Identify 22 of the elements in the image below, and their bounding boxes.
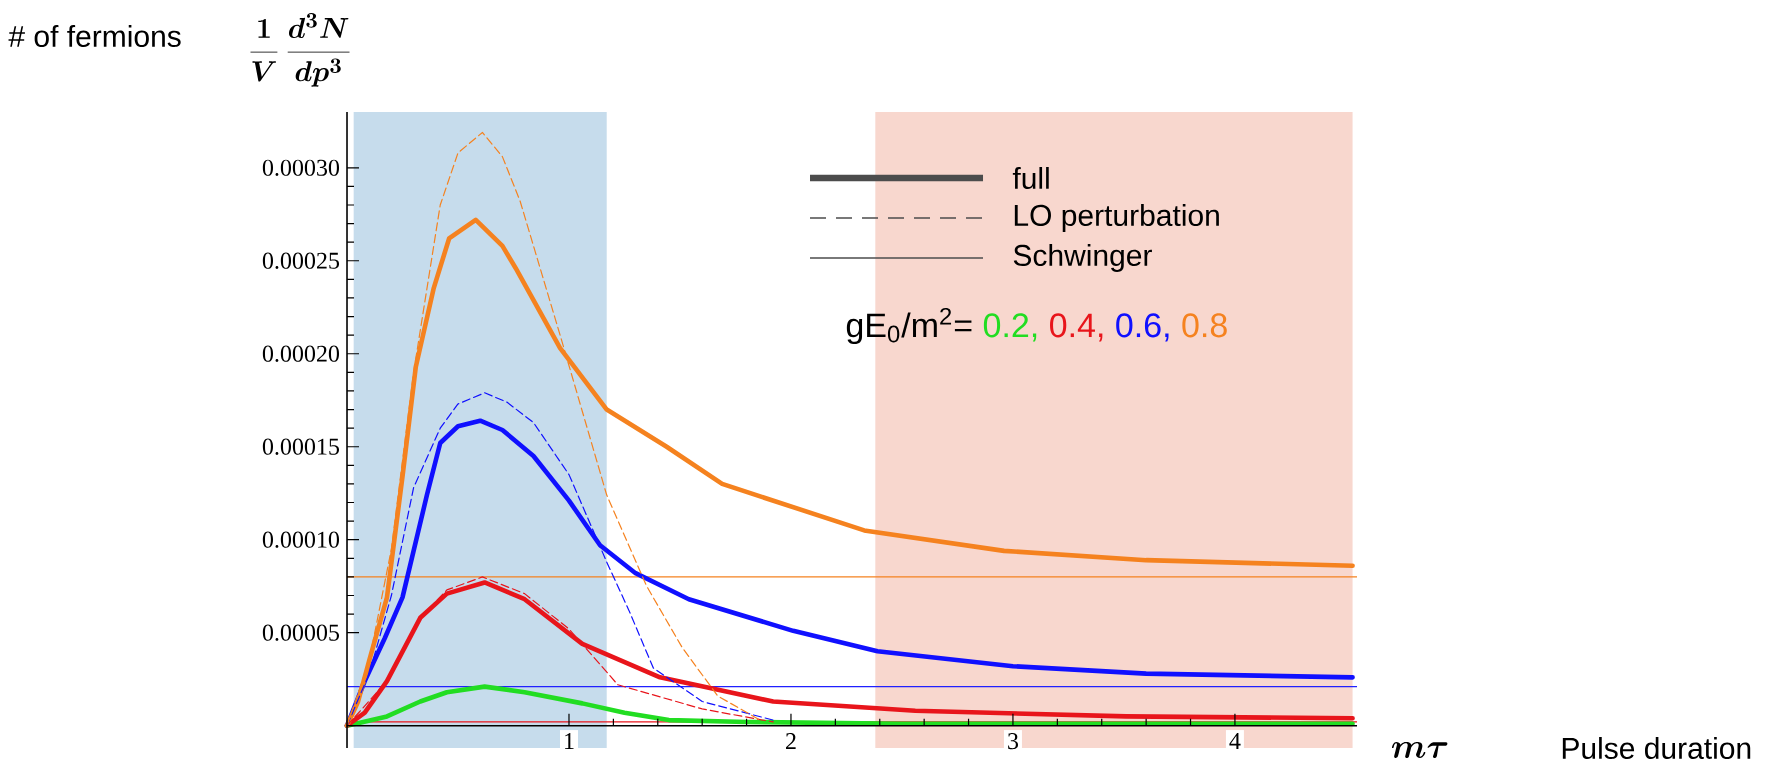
text: 0.4,: [1050, 313, 1103, 342]
text: 0.6,: [1116, 313, 1169, 342]
text: $\frac{1}{V}\,\frac{d^{3}N}{dp^{3}}$: [250, 13, 350, 87]
annotation: LO perturbation: [1014, 204, 1219, 232]
x-tick-label: 1: [565, 733, 574, 749]
y-tick-label: 0.00010: [262, 531, 340, 548]
text: 0.8: [1182, 313, 1227, 338]
text: 0.2,: [983, 313, 1037, 342]
annotation: Schwinger: [1013, 244, 1152, 272]
text: $m\tau$: [1391, 742, 1448, 759]
annotation: full: [1012, 166, 1049, 189]
y-tick-label: 0.00015: [262, 438, 340, 455]
y-tick-label: 0.00030: [262, 159, 340, 176]
legend-title: gE$_{0}$/m$^{2}$=: [846, 307, 972, 345]
x-tick-label: 2: [786, 733, 796, 749]
y-tick-label: 0.00025: [262, 252, 340, 269]
x-tick-label: 4: [1229, 733, 1241, 749]
x-tick-label: 3: [1008, 733, 1019, 750]
y-axis-title: # of fermions: [8, 24, 181, 47]
text: Pulse duration: [1562, 736, 1751, 759]
y-tick-label: 0.00005: [262, 624, 340, 641]
y-tick-label: 0.00020: [262, 345, 340, 362]
